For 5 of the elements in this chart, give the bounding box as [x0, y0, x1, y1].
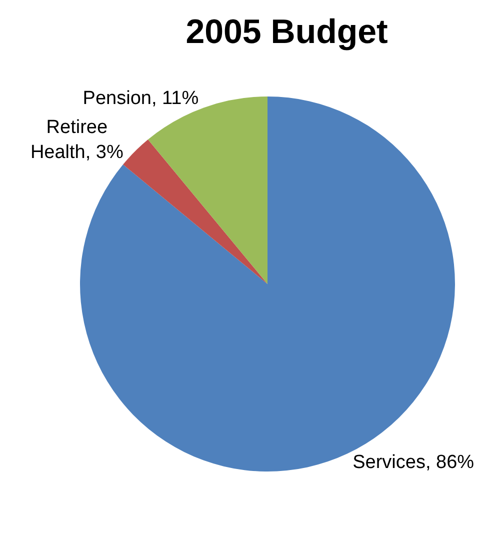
slice-label: Pension, 11% — [82, 88, 199, 109]
pie-slice — [123, 140, 268, 284]
slice-label: Retiree Health, 3% — [30, 117, 124, 163]
chart-title: 2005 Budget — [186, 12, 388, 51]
slice-label: Services, 86% — [352, 452, 474, 473]
